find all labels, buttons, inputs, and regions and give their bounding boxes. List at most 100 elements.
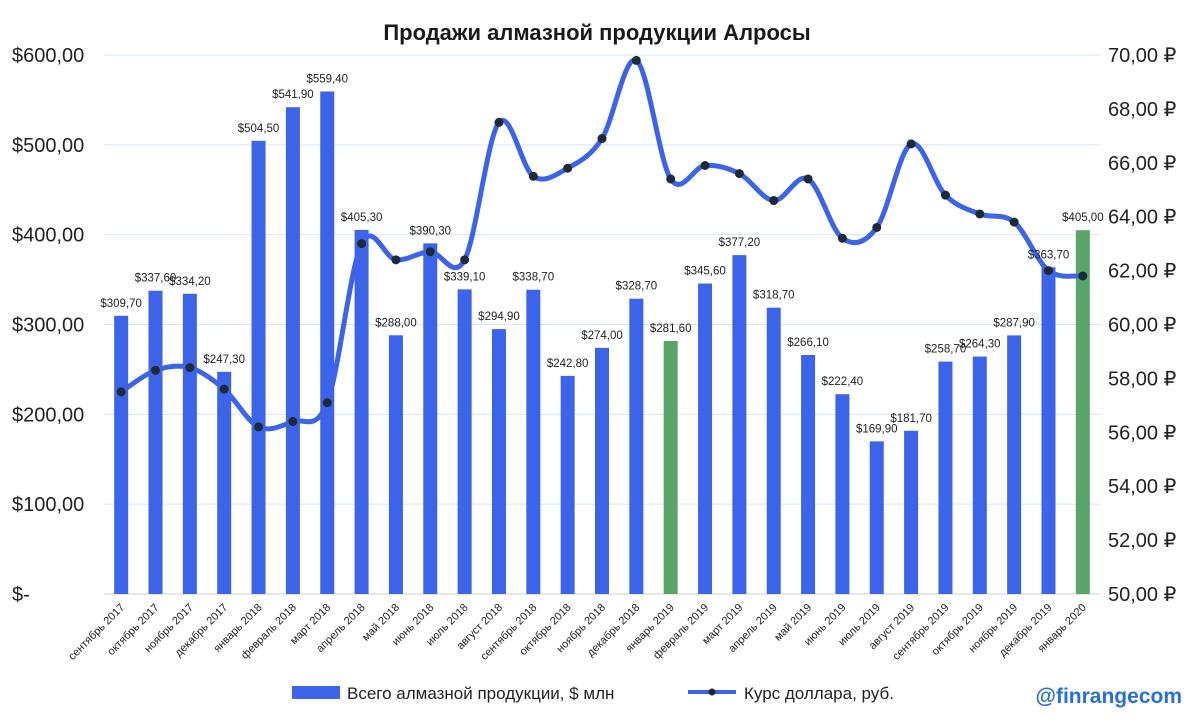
legend-swatch-marker [708, 688, 716, 696]
bar [835, 394, 850, 594]
line-point [769, 196, 779, 206]
line-point [460, 255, 470, 265]
bar [801, 354, 816, 594]
bar [1041, 267, 1056, 594]
bar [904, 430, 919, 594]
line-point [185, 363, 195, 373]
left-y-tick-label: $200,00 [12, 404, 84, 426]
line-point [254, 422, 264, 432]
bar [182, 293, 197, 594]
line-point [528, 171, 538, 181]
bar [526, 289, 541, 594]
bar-data-label: $345,60 [684, 266, 726, 278]
line-point [563, 163, 573, 173]
right-y-axis: 50,00 ₽ 52,00 ₽ 54,00 ₽ 56,00 ₽ 58,00 ₽ 60,00… [1108, 45, 1177, 606]
line-point [734, 169, 744, 179]
bar-data-label: $181,70 [890, 413, 932, 425]
line-point [975, 209, 985, 219]
legend-label-line: Курс доллара, руб. [744, 684, 894, 703]
bar [972, 356, 987, 594]
line-point [906, 139, 916, 149]
bar-data-label: $559,40 [306, 73, 348, 85]
bar [560, 375, 575, 594]
bar [388, 335, 403, 594]
bar-data-label: $247,30 [203, 354, 245, 366]
bar-data-label: $405,00 [1062, 212, 1104, 224]
bar [1075, 230, 1090, 595]
line-point [151, 365, 161, 375]
bar-data-label: $169,90 [856, 423, 898, 435]
bar [114, 315, 129, 594]
left-y-tick-label: $500,00 [12, 135, 84, 157]
bar-data-label: $338,70 [513, 272, 555, 284]
line-point [357, 239, 367, 249]
right-y-tick-label: 54,00 ₽ [1108, 476, 1177, 498]
line-point [288, 417, 298, 427]
bar [732, 255, 747, 594]
bar-data-label: $541,90 [272, 89, 314, 101]
line-point [425, 247, 435, 257]
line-point [494, 117, 504, 127]
bar-data-label: $274,00 [581, 330, 623, 342]
bar-data-label: $318,70 [753, 290, 795, 302]
bar-data-label: $287,90 [993, 317, 1035, 329]
bar [217, 371, 232, 594]
bar [285, 107, 300, 594]
bar [354, 229, 369, 594]
bar-data-label: $288,00 [375, 317, 417, 329]
bar [148, 290, 163, 594]
right-y-tick-label: 60,00 ₽ [1108, 315, 1177, 337]
bar-data-label: $334,20 [169, 276, 211, 288]
bar [423, 243, 438, 594]
line-point [116, 387, 126, 397]
legend-label-bars: Всего алмазной продукции, $ млн [347, 684, 614, 703]
line-point [872, 222, 882, 232]
bar-data-label: $266,10 [787, 337, 829, 349]
bar-data-label: $222,40 [822, 376, 864, 388]
bar-data-label: $281,60 [650, 323, 692, 335]
line-point [666, 174, 676, 184]
line-point [219, 384, 229, 394]
line-point [940, 190, 950, 200]
chart-title: Продажи алмазной продукции Алросы [383, 20, 810, 45]
line-point [631, 55, 641, 65]
bar [869, 441, 884, 594]
right-y-tick-label: 64,00 ₽ [1108, 207, 1177, 229]
right-y-tick-label: 70,00 ₽ [1108, 45, 1177, 67]
line-point [597, 134, 607, 144]
bar [491, 329, 506, 594]
bar [629, 298, 644, 594]
right-y-tick-label: 52,00 ₽ [1108, 530, 1177, 552]
bar [766, 307, 781, 594]
bar [938, 361, 953, 594]
line-point [803, 174, 813, 184]
bar-data-label: $377,20 [719, 237, 761, 249]
right-y-tick-label: 58,00 ₽ [1108, 368, 1177, 390]
right-y-tick-label: 68,00 ₽ [1108, 99, 1177, 121]
right-y-tick-label: 56,00 ₽ [1108, 422, 1177, 444]
bar-data-label: $258,70 [925, 344, 967, 356]
line-point [1078, 271, 1088, 281]
bar-data-label: $328,70 [616, 281, 658, 293]
right-y-tick-label: 50,00 ₽ [1108, 584, 1177, 606]
bar-data-labels: $309,70 $337,60$334,20 $247,30 $504,50 $541,… [100, 73, 1103, 435]
bar-data-label: $363,70 [1028, 249, 1070, 261]
left-y-axis: $- $100,00 $200,00 $300,00 $400,00 $500,00 $60… [12, 45, 84, 606]
line-point [322, 398, 332, 408]
bar [698, 283, 713, 594]
bar-data-label: $294,90 [478, 311, 520, 323]
left-y-tick-label: $- [12, 584, 30, 606]
line-point [1009, 217, 1019, 227]
line-point [837, 233, 847, 243]
right-y-tick-label: 62,00 ₽ [1108, 261, 1177, 283]
bar-data-label: $390,30 [409, 225, 451, 237]
bar-data-label: $504,50 [238, 123, 280, 135]
bar [320, 91, 335, 594]
bar [1007, 335, 1022, 594]
watermark: @finrangecom [1036, 685, 1183, 708]
legend-swatch-bars [292, 686, 340, 699]
bar [595, 347, 609, 594]
line-series [116, 55, 1088, 432]
